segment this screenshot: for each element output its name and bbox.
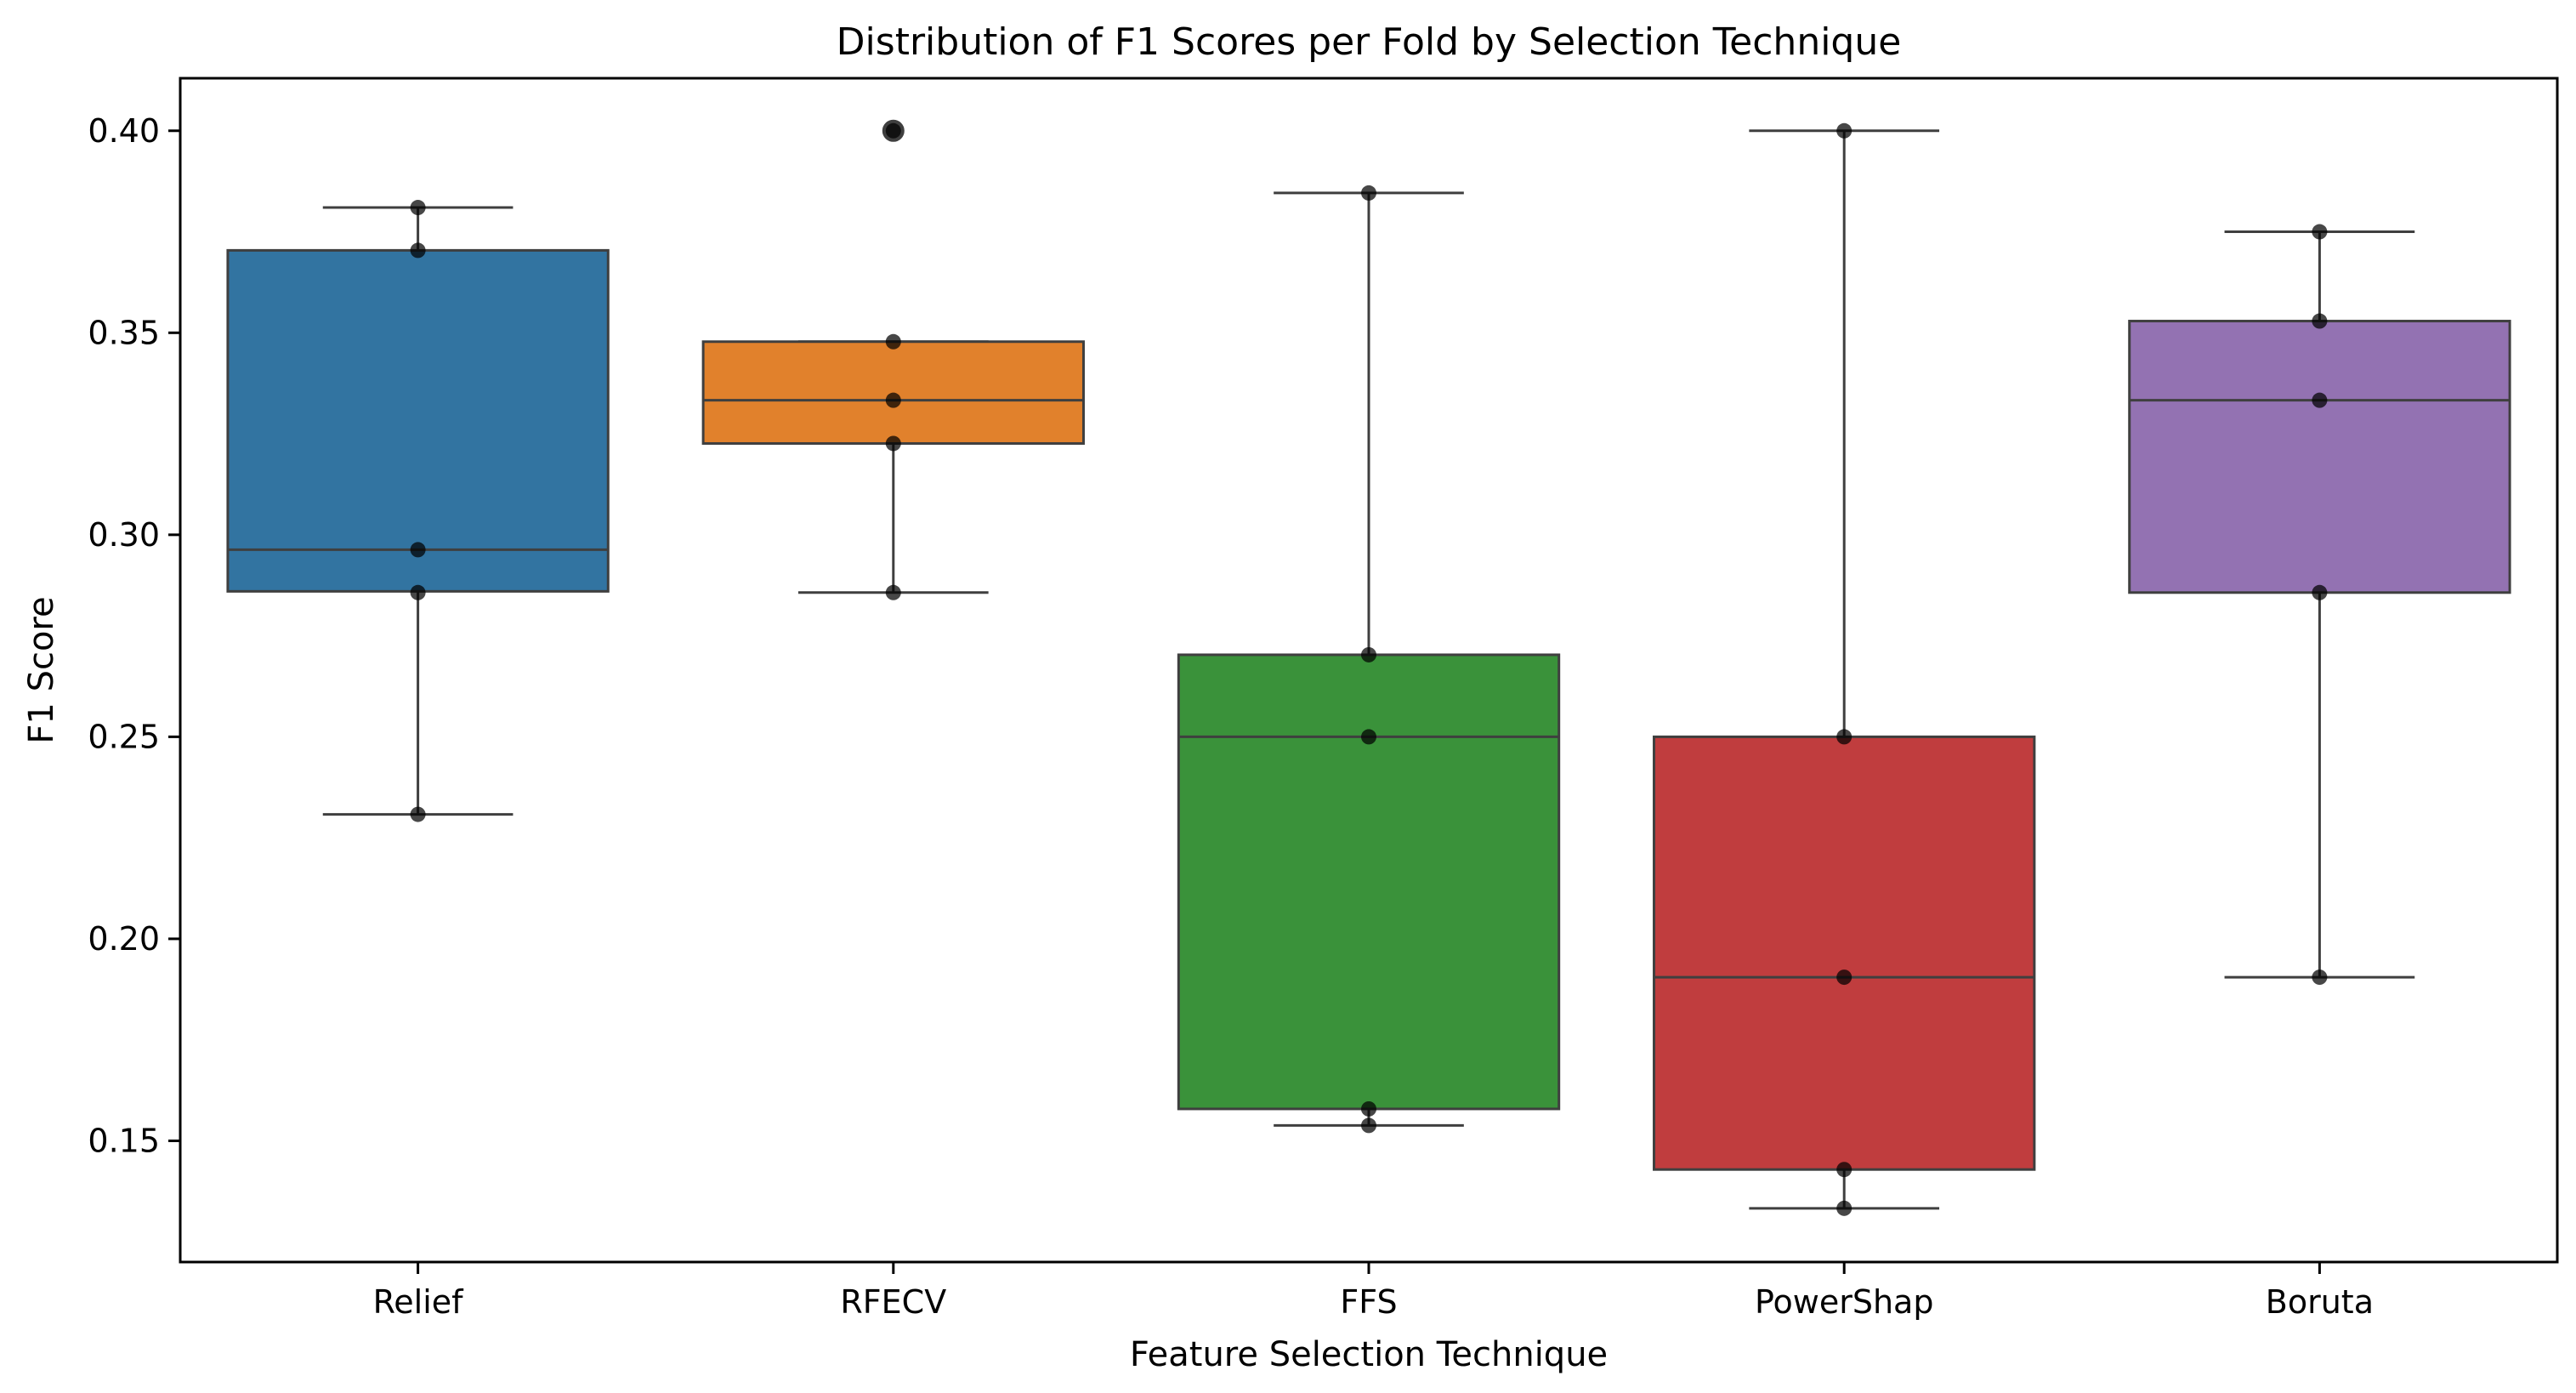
fold-point	[1836, 1162, 1853, 1178]
fold-point	[410, 584, 426, 600]
fold-point	[1836, 122, 1853, 139]
y-tick-label: 0.35	[88, 314, 160, 351]
plot-area	[226, 119, 2511, 1216]
x-tick-label: PowerShap	[1755, 1283, 1934, 1321]
box-group-powershap	[1653, 122, 2036, 1216]
box-boruta	[2128, 320, 2511, 594]
fold-point	[1361, 646, 1376, 662]
fold-point	[2312, 392, 2328, 408]
x-tick-label: Boruta	[2266, 1283, 2374, 1321]
fold-point	[410, 542, 426, 558]
fold-point	[885, 392, 901, 408]
chart-title: Distribution of F1 Scores per Fold by Se…	[837, 20, 1902, 64]
fold-point	[1836, 1200, 1853, 1216]
box-ffs	[1177, 653, 1561, 1111]
y-tick-label: 0.20	[88, 920, 160, 958]
box-powershap	[1653, 735, 2036, 1171]
fold-point	[410, 200, 426, 216]
fold-point	[1836, 969, 1853, 986]
box-group-boruta	[2128, 224, 2511, 986]
fold-point	[1361, 729, 1376, 745]
fold-point	[2312, 224, 2328, 240]
x-tick-label: RFECV	[840, 1283, 946, 1321]
fold-point	[885, 435, 901, 452]
x-tick-label: Relief	[373, 1283, 465, 1321]
box-group-ffs	[1177, 185, 1561, 1134]
fold-point	[410, 242, 426, 259]
y-tick-label: 0.30	[88, 516, 160, 554]
y-axis: 0.15 0.20 0.25 0.30 0.35 0.40	[88, 112, 180, 1159]
box-rfecv	[701, 340, 1085, 445]
fold-point	[1361, 1117, 1376, 1134]
y-tick-label: 0.25	[88, 718, 160, 755]
fold-point	[2312, 313, 2328, 329]
fold-point	[885, 584, 901, 600]
fold-point	[2312, 969, 2328, 986]
fold-point	[885, 122, 901, 139]
x-axis-label: Feature Selection Technique	[1130, 1335, 1608, 1374]
y-tick-label: 0.15	[88, 1122, 160, 1159]
fold-point	[410, 806, 426, 822]
fold-point	[2312, 584, 2328, 600]
y-axis-label: F1 Score	[22, 596, 61, 743]
x-axis: Relief RFECV FFS PowerShap Boruta	[373, 1262, 2374, 1321]
y-tick-label: 0.40	[88, 112, 160, 150]
fold-point	[885, 333, 901, 350]
box-group-relief	[226, 200, 610, 822]
fold-point	[1836, 729, 1853, 745]
fold-point	[1361, 1100, 1376, 1117]
box-group-rfecv	[701, 119, 1085, 600]
x-tick-label: FFS	[1340, 1283, 1397, 1321]
box-relief	[226, 248, 610, 593]
fold-point	[1361, 185, 1376, 201]
